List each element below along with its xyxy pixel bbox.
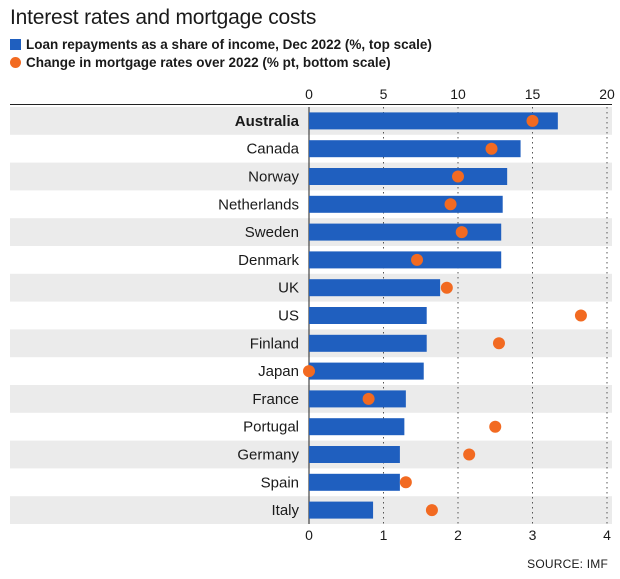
dot-rate-change: [411, 253, 424, 266]
legend-swatch-square: [10, 39, 21, 50]
dot-rate-change: [485, 142, 498, 155]
bottom-tick-label: 2: [454, 527, 462, 543]
bar-repayments: [309, 501, 374, 519]
category-label: UK: [278, 280, 299, 297]
bottom-tick-label: 4: [603, 527, 611, 543]
chart-title: Interest rates and mortgage costs: [10, 6, 317, 29]
dot-rate-change: [303, 365, 315, 378]
top-tick-label: 15: [525, 86, 541, 102]
top-tick-label: 20: [599, 86, 615, 102]
category-label: Netherlands: [218, 196, 299, 213]
category-label: France: [252, 391, 299, 408]
bar-repayments: [309, 473, 400, 491]
category-label: Sweden: [245, 224, 299, 241]
category-label: Spain: [261, 474, 299, 491]
category-label: Finland: [250, 335, 299, 352]
bar-repayments: [309, 168, 508, 185]
category-label: Australia: [235, 113, 300, 130]
dot-rate-change: [399, 476, 412, 489]
category-label: Italy: [271, 502, 299, 519]
bar-repayments: [309, 334, 427, 352]
top-tick-label: 5: [380, 86, 388, 102]
category-label: Denmark: [238, 252, 299, 269]
category-label: Portugal: [243, 419, 299, 436]
bottom-tick-label: 3: [529, 527, 537, 543]
legend-label-rate-change: Change in mortgage rates over 2022 (% pt…: [26, 55, 391, 70]
top-tick-label: 10: [450, 86, 466, 102]
dot-rate-change: [492, 337, 505, 350]
dot-rate-change: [440, 281, 453, 294]
category-label: Canada: [246, 141, 299, 158]
bar-repayments: [309, 307, 427, 324]
dot-rate-change: [489, 420, 502, 433]
dot-rate-change: [444, 198, 457, 211]
bar-repayments: [309, 362, 424, 380]
bar-repayments: [309, 140, 521, 158]
category-label: Japan: [258, 363, 299, 380]
legend-item-rate-change: Change in mortgage rates over 2022 (% pt…: [10, 55, 391, 70]
bar-repayments: [309, 446, 400, 463]
bar-repayments: [309, 418, 405, 436]
dot-rate-change: [463, 448, 476, 461]
bar-repayments: [309, 390, 406, 408]
category-label: US: [278, 308, 299, 325]
bottom-tick-label: 1: [380, 527, 388, 543]
dot-rate-change: [452, 170, 464, 183]
legend-swatch-dot: [10, 57, 21, 68]
bar-repayments: [309, 279, 441, 297]
bar-repayments: [309, 195, 503, 213]
bottom-tick-label: 0: [305, 527, 313, 543]
dot-rate-change: [425, 504, 438, 517]
source-note: SOURCE: IMF: [527, 557, 608, 571]
category-label: Norway: [248, 169, 299, 186]
bar-repayments: [309, 251, 502, 269]
bar-repayments: [309, 223, 502, 241]
dot-rate-change: [526, 114, 539, 127]
legend-label-repayments: Loan repayments as a share of income, De…: [26, 37, 432, 52]
dot-rate-change: [362, 392, 375, 405]
category-label: Germany: [237, 447, 299, 464]
legend-item-repayments: Loan repayments as a share of income, De…: [10, 37, 432, 52]
dot-rate-change: [455, 226, 468, 239]
bar-repayments: [309, 112, 558, 130]
top-tick-label: 0: [305, 86, 313, 102]
dot-rate-change: [574, 309, 587, 322]
